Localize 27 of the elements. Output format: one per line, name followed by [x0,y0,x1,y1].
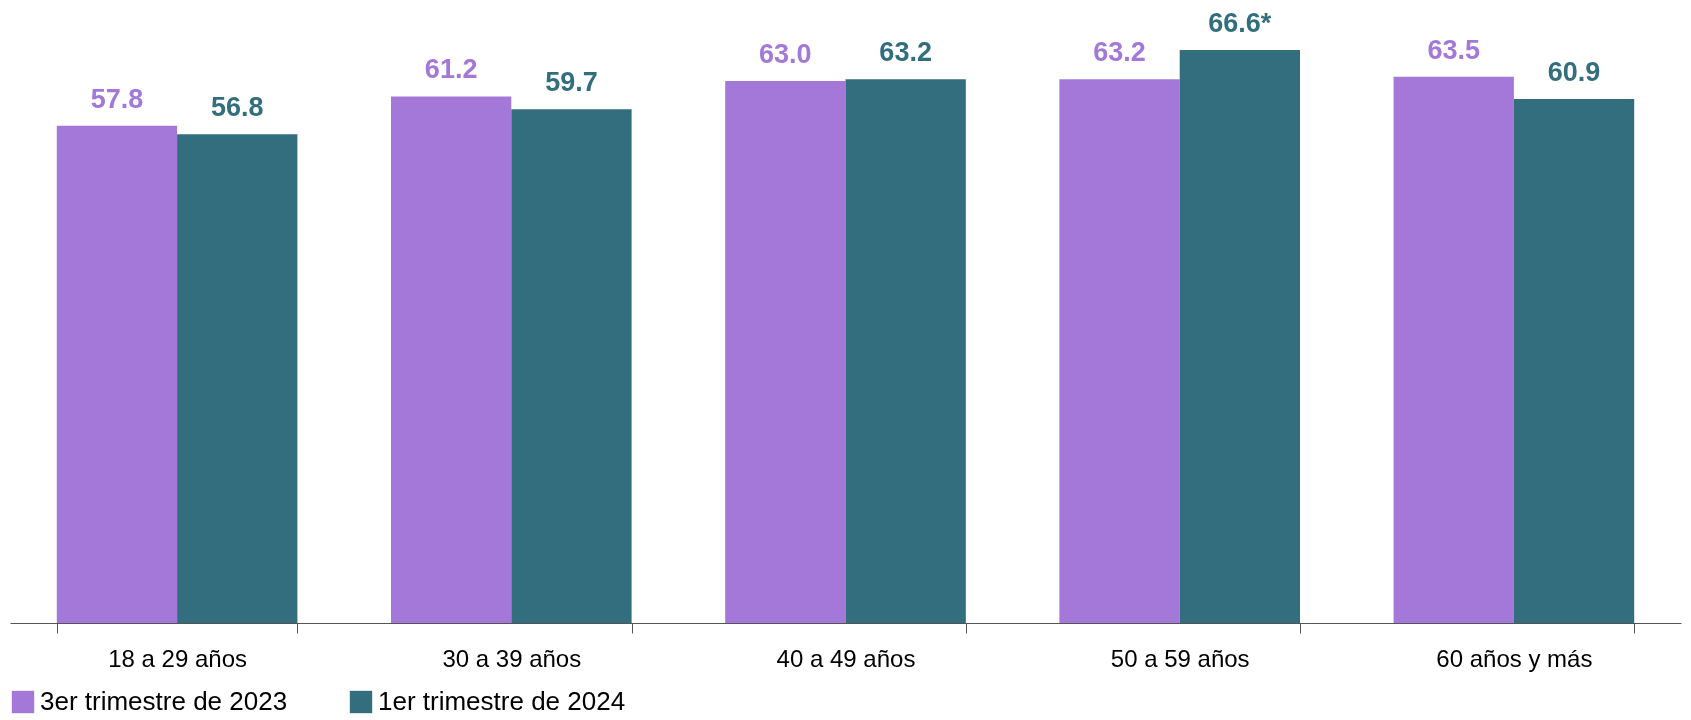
x-tick-label: 60 años y más [1436,644,1593,672]
bar [56,125,178,623]
data-label: 59.7 [545,67,598,98]
x-tick-label: 40 a 49 años [776,644,916,672]
x-tick-label: 18 a 29 años [108,644,247,672]
bar [725,80,846,623]
bar [1513,99,1635,623]
x-tick-label: 50 a 59 años [1110,644,1250,672]
bar [1179,50,1301,623]
data-label: 63.0 [759,38,812,69]
data-label: 63.2 [1093,37,1146,68]
bar [511,109,632,623]
bar [845,79,966,623]
data-label: 57.8 [90,83,144,114]
bar [390,96,512,623]
bar [1393,76,1514,623]
data-label: 60.9 [1547,57,1601,88]
data-label: 61.2 [424,54,478,85]
x-tick-label: 30 a 39 años [442,644,582,672]
legend-label: 3er trimestre de 2023 [40,686,288,716]
legend-label: 1er trimestre de 2024 [378,686,626,716]
data-label: 56.8 [210,92,264,123]
bar [1059,79,1180,623]
data-label: 63.2 [879,37,932,68]
bar [177,134,298,623]
data-label: 66.6* [1208,8,1272,38]
data-label: 63.5 [1427,34,1481,65]
